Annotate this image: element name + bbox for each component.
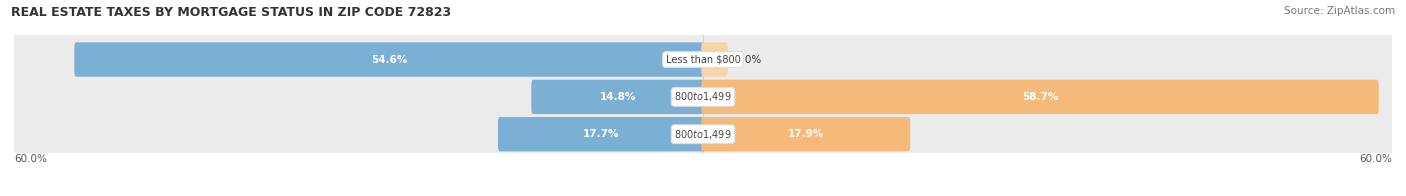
Text: 60.0%: 60.0% bbox=[14, 154, 46, 164]
FancyBboxPatch shape bbox=[702, 117, 910, 151]
FancyBboxPatch shape bbox=[11, 102, 1395, 167]
FancyBboxPatch shape bbox=[702, 42, 728, 77]
FancyBboxPatch shape bbox=[531, 80, 704, 114]
Text: $800 to $1,499: $800 to $1,499 bbox=[675, 128, 731, 141]
Text: 0.0%: 0.0% bbox=[735, 54, 762, 64]
Text: 54.6%: 54.6% bbox=[371, 54, 408, 64]
Text: Less than $800: Less than $800 bbox=[665, 54, 741, 64]
Text: 14.8%: 14.8% bbox=[600, 92, 637, 102]
FancyBboxPatch shape bbox=[702, 80, 1379, 114]
FancyBboxPatch shape bbox=[11, 27, 1395, 92]
Text: 17.9%: 17.9% bbox=[787, 129, 824, 139]
Text: $800 to $1,499: $800 to $1,499 bbox=[675, 90, 731, 103]
Text: 58.7%: 58.7% bbox=[1022, 92, 1059, 102]
Text: 17.7%: 17.7% bbox=[583, 129, 620, 139]
Text: Source: ZipAtlas.com: Source: ZipAtlas.com bbox=[1284, 6, 1395, 16]
FancyBboxPatch shape bbox=[75, 42, 704, 77]
Text: REAL ESTATE TAXES BY MORTGAGE STATUS IN ZIP CODE 72823: REAL ESTATE TAXES BY MORTGAGE STATUS IN … bbox=[11, 6, 451, 19]
FancyBboxPatch shape bbox=[498, 117, 704, 151]
FancyBboxPatch shape bbox=[11, 64, 1395, 129]
Text: 60.0%: 60.0% bbox=[1360, 154, 1392, 164]
